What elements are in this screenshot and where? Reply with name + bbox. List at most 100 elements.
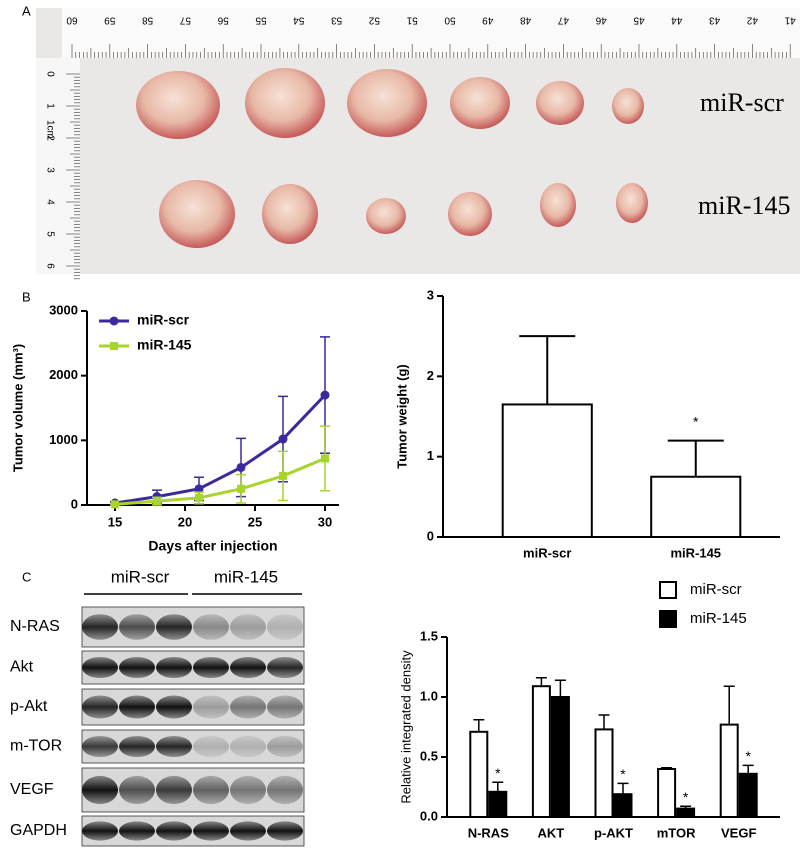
error-bar — [492, 781, 504, 792]
x-tick-label: 30 — [318, 514, 332, 529]
x-tick-label: miR-145 — [670, 545, 721, 560]
y-axis-label: Relative integrated density — [398, 650, 413, 804]
ruler-number: 45 — [633, 14, 645, 25]
bar — [501, 403, 593, 539]
x-tick-label: AKT — [538, 825, 565, 840]
band — [82, 821, 118, 841]
ruler-number: 3 — [44, 167, 55, 173]
band — [119, 656, 155, 679]
band — [156, 656, 192, 679]
band — [82, 695, 118, 719]
bar — [738, 772, 758, 818]
ruler-number: 1 — [44, 103, 55, 109]
ruler-number: 41 — [784, 14, 796, 25]
ruler-number: 5 — [44, 231, 55, 237]
band — [267, 775, 303, 805]
legend-marker — [110, 342, 118, 350]
band — [230, 656, 266, 679]
y-tick-label: 3000 — [49, 302, 78, 317]
ruler-number: 51 — [406, 14, 418, 25]
marker — [278, 434, 288, 444]
bar — [650, 475, 742, 538]
panel-label: A — [22, 3, 31, 18]
ruler-left — [36, 58, 80, 274]
ruler-number: 42 — [746, 14, 758, 25]
band — [119, 775, 155, 805]
y-tick-label: 0 — [71, 496, 78, 511]
panel-label: C — [22, 569, 31, 584]
error-bar — [742, 764, 754, 774]
tumor — [540, 183, 576, 227]
band — [230, 614, 266, 640]
ruler-number: 47 — [557, 14, 569, 25]
error-bar — [617, 782, 629, 795]
band — [193, 775, 229, 805]
band — [82, 614, 118, 640]
bar — [488, 790, 508, 818]
error-bar — [519, 335, 576, 405]
band — [156, 695, 192, 719]
blot: N-RAS Akt p-Akt m-TOR VEGF GAPDH — [10, 606, 305, 847]
annotation: * — [693, 413, 699, 429]
y-tick-label: 0 — [427, 528, 434, 543]
tumor — [612, 88, 644, 124]
band — [82, 775, 118, 805]
band — [267, 614, 303, 640]
ruler-number: 50 — [444, 14, 456, 25]
legend-label: miR-scr — [137, 312, 190, 328]
y-tick-label: 0.0 — [420, 808, 438, 823]
annotation: * — [683, 789, 689, 805]
annotation: * — [495, 765, 501, 781]
ruler-number: 49 — [482, 14, 494, 25]
band — [156, 775, 192, 805]
blot-group: miR-scr — [111, 567, 170, 586]
x-tick-label: 25 — [248, 514, 262, 529]
y-tick-label: 1000 — [49, 432, 78, 447]
band — [193, 735, 229, 758]
legend-label: miR-145 — [690, 610, 747, 627]
annotation: * — [620, 766, 626, 782]
rulers: 60 59 58 57 56 55 54 53 52 51 50 49 48 47 46 45 44 43 42 41… — [44, 14, 796, 280]
x-tick-label: 15 — [108, 514, 122, 529]
y-tick-label: 1 — [427, 448, 434, 463]
tumor — [262, 184, 318, 244]
bar — [613, 793, 633, 819]
tumor — [448, 192, 492, 236]
blot-group: miR-145 — [214, 567, 278, 586]
legend-label: miR-145 — [137, 337, 192, 353]
band — [230, 821, 266, 841]
panel-label: B — [22, 289, 31, 304]
ruler-number: 4 — [44, 199, 55, 205]
marker — [236, 462, 246, 472]
marker — [195, 493, 203, 502]
band — [193, 656, 229, 679]
protein-label: GAPDH — [10, 822, 67, 839]
legend-swatch — [659, 581, 677, 599]
ruler-number: 6 — [44, 263, 55, 269]
marker — [237, 484, 245, 493]
marker — [321, 454, 329, 463]
x-axis-label: Days after injection — [148, 538, 277, 554]
band — [267, 695, 303, 719]
annotation: * — [745, 748, 751, 764]
error-bar — [598, 714, 610, 730]
ruler-number: 54 — [293, 14, 305, 25]
y-axis-label: Tumor volume (mm³) — [10, 344, 25, 472]
marker — [279, 471, 287, 480]
band — [156, 735, 192, 758]
legend-marker — [109, 316, 119, 326]
bar — [719, 723, 739, 818]
tumor — [347, 69, 427, 137]
protein-label: VEGF — [10, 781, 54, 798]
band — [267, 821, 303, 841]
legend-label: miR-scr — [690, 581, 742, 598]
ruler-unit: 1cm — [44, 120, 55, 139]
marker — [153, 497, 161, 506]
marker — [320, 390, 330, 400]
band — [267, 656, 303, 679]
ruler-number: 46 — [595, 14, 607, 25]
x-tick-label: p-AKT — [594, 825, 633, 840]
ruler-number: 57 — [179, 14, 191, 25]
ruler-number: 53 — [331, 14, 343, 25]
ruler-number: 43 — [709, 14, 721, 25]
